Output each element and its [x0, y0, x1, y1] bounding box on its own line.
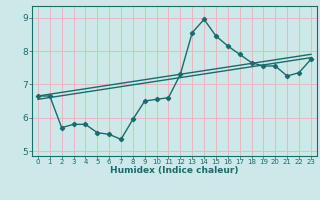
X-axis label: Humidex (Indice chaleur): Humidex (Indice chaleur)	[110, 166, 239, 175]
